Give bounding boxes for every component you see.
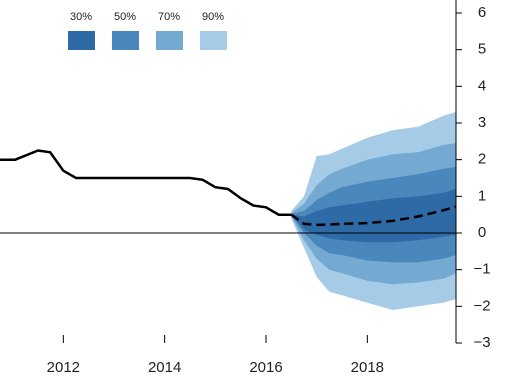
y-tick-label: −3 <box>473 334 490 351</box>
x-tick-label: 2016 <box>249 359 282 376</box>
legend-swatch <box>68 31 95 50</box>
legend-label: 30% <box>70 11 92 23</box>
y-tick-label: 0 <box>478 224 486 241</box>
x-tick-label: 2018 <box>351 359 384 376</box>
x-tick-label: 2014 <box>148 359 181 376</box>
x-tick-label: 2012 <box>47 359 80 376</box>
y-tick-label: −2 <box>473 297 490 314</box>
y-tick-label: 6 <box>478 4 486 21</box>
y-tick-label: −1 <box>473 261 490 278</box>
y-tick-label: 3 <box>478 114 486 131</box>
y-tick-label: 4 <box>478 77 486 94</box>
y-tick-label: 5 <box>478 41 486 58</box>
legend-swatch <box>112 31 139 50</box>
fan-band <box>291 189 456 243</box>
legend-label: 90% <box>202 11 224 23</box>
legend-swatch <box>156 31 183 50</box>
legend-label: 50% <box>114 11 136 23</box>
y-tick-label: 1 <box>478 187 486 204</box>
legend-label: 70% <box>158 11 180 23</box>
y-tick-label: 2 <box>478 151 486 168</box>
legend-swatch <box>200 31 227 50</box>
forecast-line <box>290 205 457 227</box>
history-line <box>0 149 292 216</box>
